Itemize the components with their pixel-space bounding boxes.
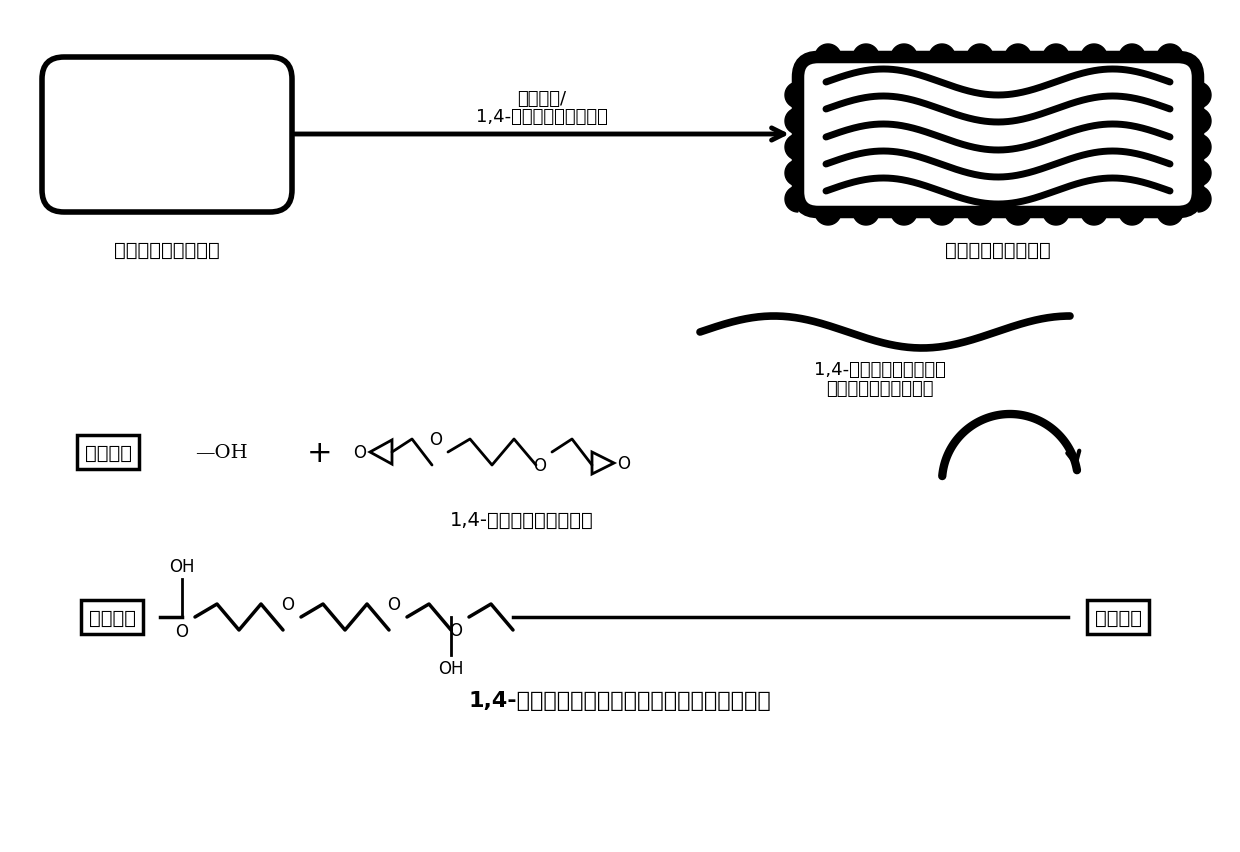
Polygon shape	[1198, 109, 1211, 135]
Polygon shape	[785, 187, 799, 213]
Text: O: O	[533, 457, 547, 475]
Text: 透明质酸/: 透明质酸/	[517, 90, 567, 108]
Polygon shape	[1004, 45, 1030, 58]
Polygon shape	[785, 83, 799, 109]
FancyBboxPatch shape	[799, 58, 1198, 213]
Polygon shape	[785, 135, 799, 161]
Text: 交联的透明质酸水凝胶: 交联的透明质酸水凝胶	[826, 379, 934, 398]
Polygon shape	[1198, 83, 1211, 109]
Text: 1,4-丁二醇二缩水甘油醚交联的透明质酸水凝胶: 1,4-丁二醇二缩水甘油醚交联的透明质酸水凝胶	[469, 690, 771, 711]
Polygon shape	[1157, 213, 1183, 226]
Polygon shape	[815, 213, 841, 226]
Polygon shape	[1198, 187, 1211, 213]
Text: O: O	[281, 596, 295, 613]
Polygon shape	[785, 109, 799, 135]
Text: —OH: —OH	[195, 444, 248, 462]
Text: O: O	[387, 596, 401, 613]
Polygon shape	[853, 213, 879, 226]
Polygon shape	[1043, 45, 1069, 58]
Polygon shape	[1043, 213, 1069, 226]
Text: 1,4-丁二醇二缩水甘油醚: 1,4-丁二醇二缩水甘油醚	[815, 360, 946, 378]
Polygon shape	[1198, 135, 1211, 161]
Polygon shape	[1081, 45, 1107, 58]
Text: OH: OH	[438, 659, 464, 677]
Text: 透明质酸: 透明质酸	[1095, 607, 1142, 627]
Text: OH: OH	[169, 557, 195, 575]
Text: O: O	[449, 621, 463, 639]
Polygon shape	[1004, 213, 1030, 226]
Text: 戴二醛交联的心包膚: 戴二醛交联的心包膚	[114, 241, 219, 260]
Polygon shape	[892, 213, 918, 226]
Text: +: +	[308, 438, 332, 467]
Polygon shape	[929, 45, 955, 58]
Polygon shape	[892, 45, 918, 58]
Polygon shape	[1118, 213, 1145, 226]
Polygon shape	[1198, 161, 1211, 187]
Polygon shape	[967, 213, 993, 226]
Text: O: O	[429, 430, 443, 448]
Text: O: O	[176, 622, 188, 640]
Polygon shape	[1157, 45, 1183, 58]
Polygon shape	[929, 213, 955, 226]
Text: 水凝胶复合的心包膚: 水凝胶复合的心包膚	[945, 241, 1050, 260]
Text: 1,4-丁二醇二缩水甘油醚: 1,4-丁二醇二缩水甘油醚	[476, 108, 608, 126]
Text: O: O	[353, 444, 367, 462]
Polygon shape	[967, 45, 993, 58]
Polygon shape	[853, 45, 879, 58]
Polygon shape	[1081, 213, 1107, 226]
Text: O: O	[618, 454, 630, 473]
Text: 透明质酸: 透明质酸	[88, 607, 135, 627]
Text: 透明质酸: 透明质酸	[84, 443, 131, 462]
Polygon shape	[815, 45, 841, 58]
FancyBboxPatch shape	[42, 58, 291, 213]
Polygon shape	[785, 161, 799, 187]
Text: 1,4-丁二醇二缩水甘油醚: 1,4-丁二醇二缩水甘油醚	[450, 510, 594, 529]
Polygon shape	[1118, 45, 1145, 58]
